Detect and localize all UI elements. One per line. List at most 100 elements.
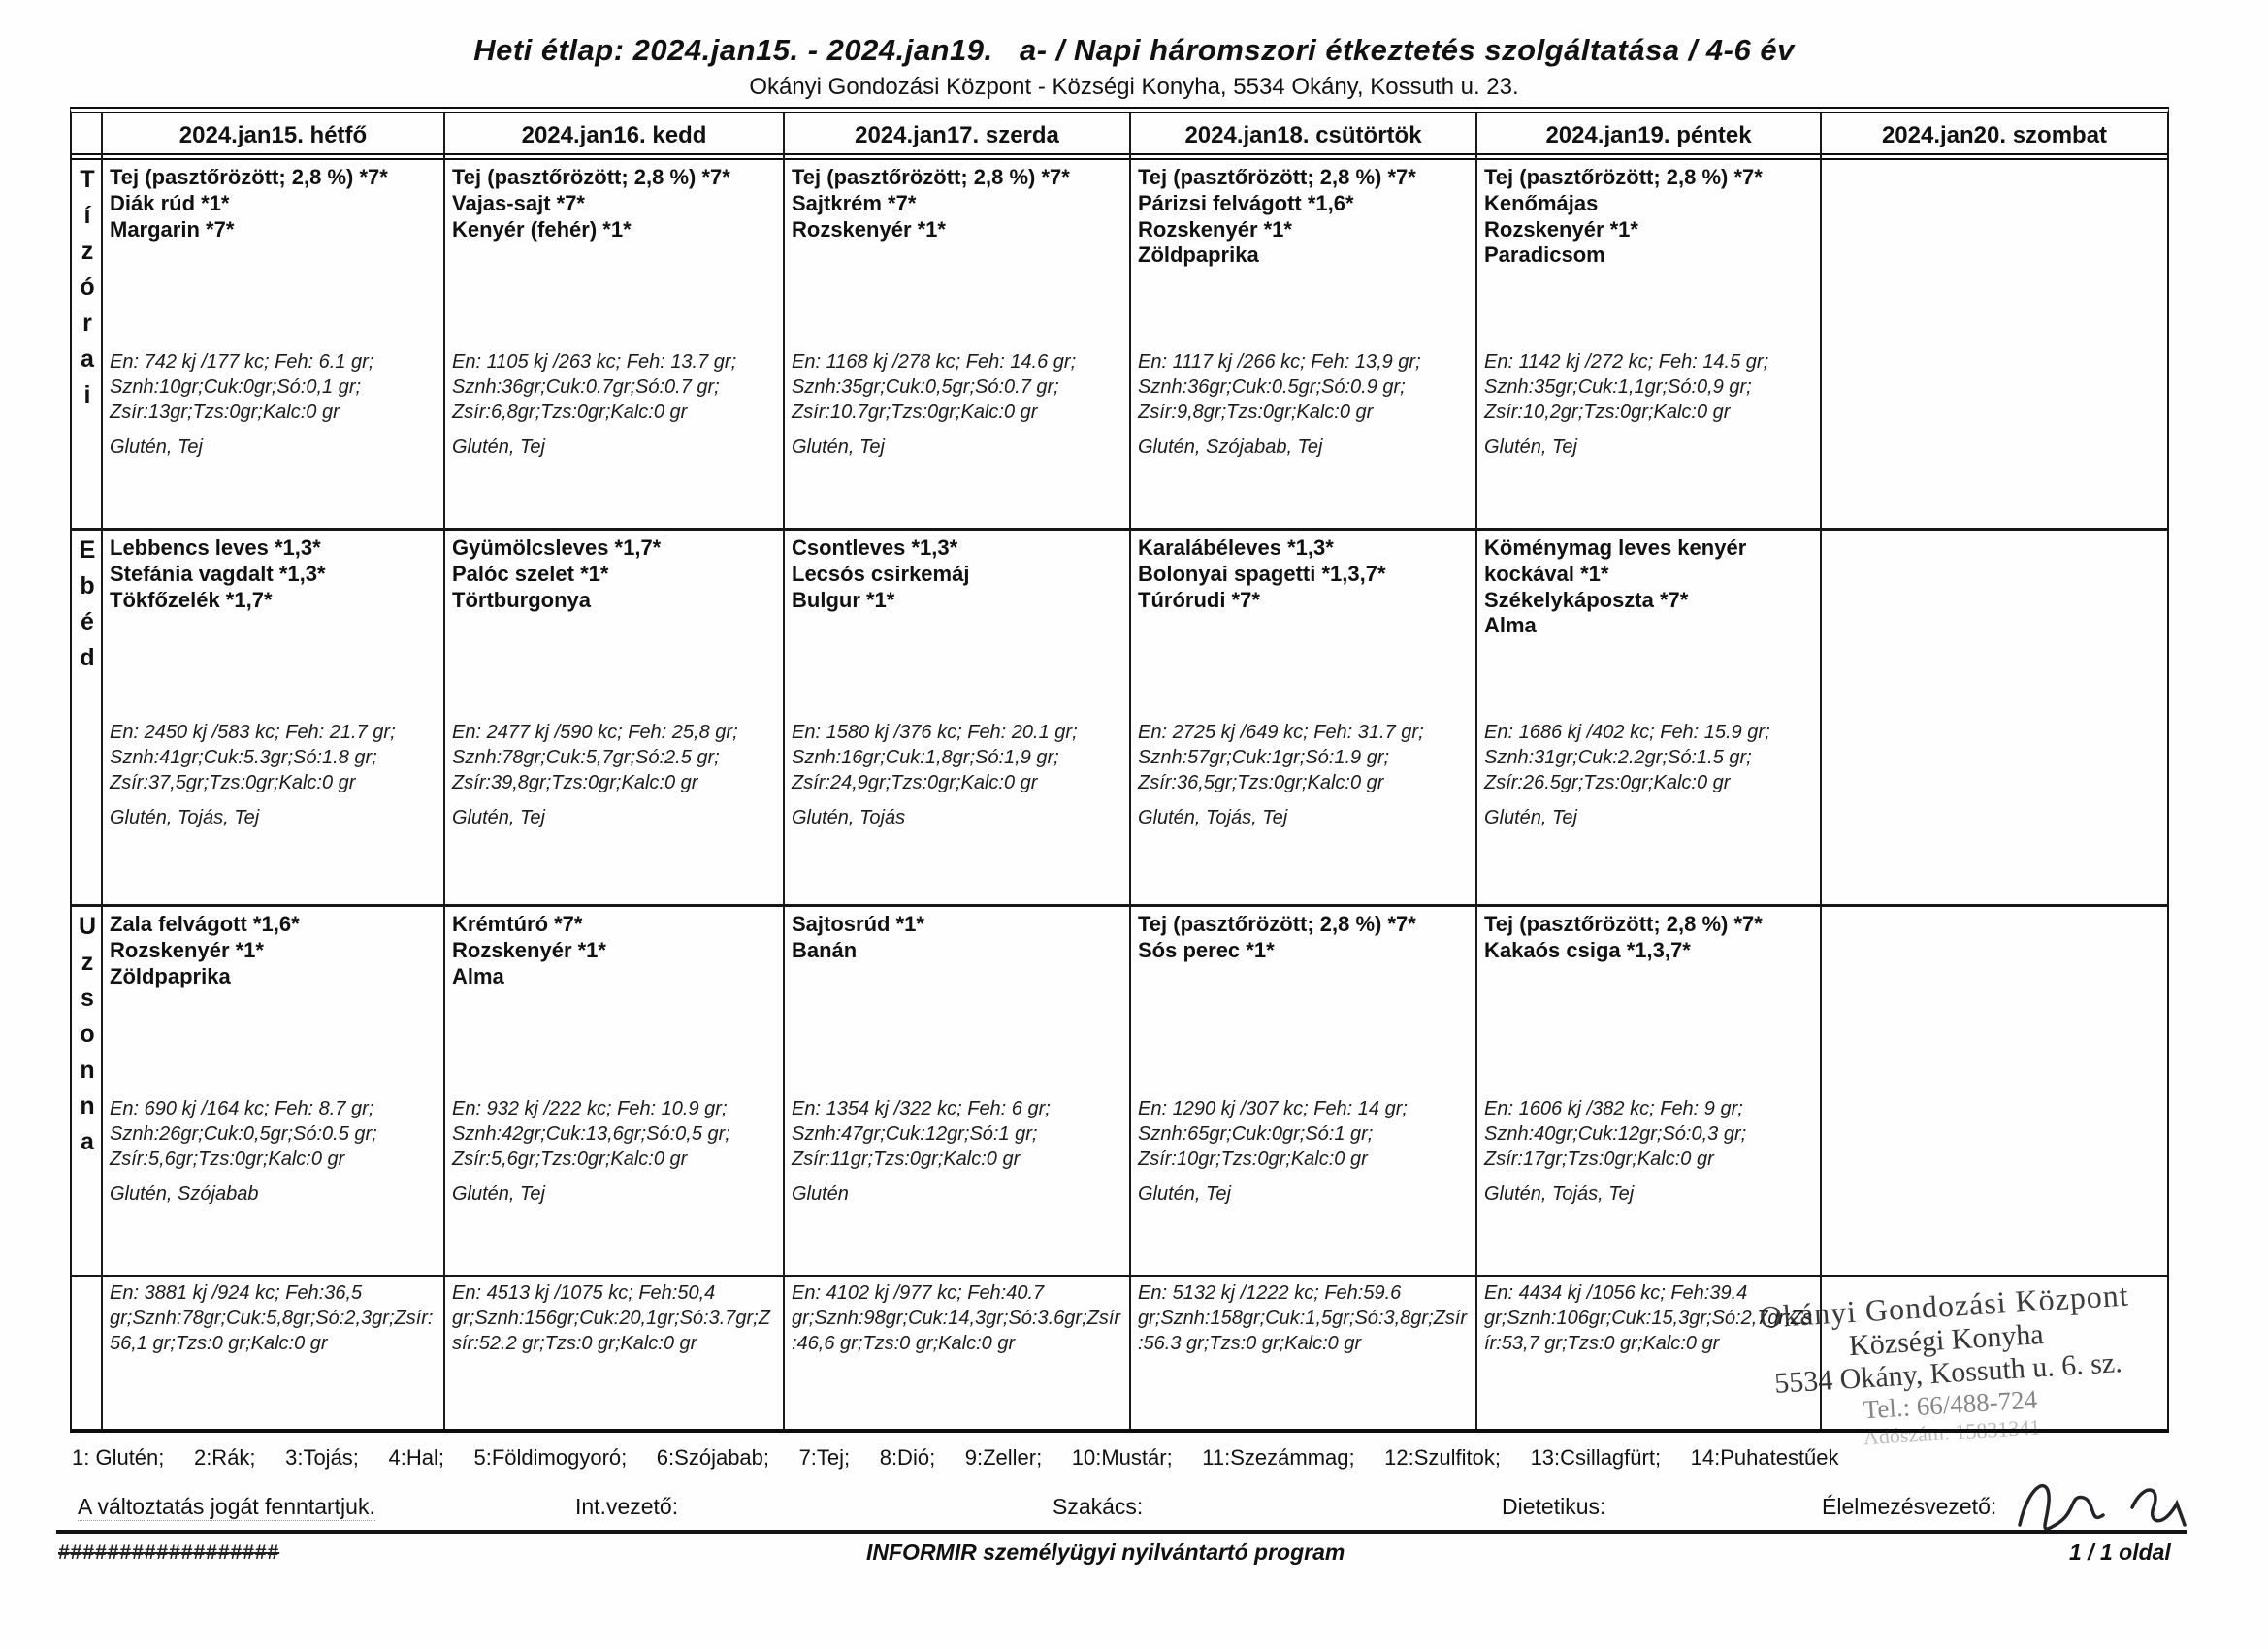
allergen-info: Glutén, Tej <box>110 436 203 458</box>
daily-total-cell-empty <box>1822 1277 2167 1423</box>
menu-items: Tej (pasztőrözött; 2,8 %) *7* Vajas-sajt… <box>452 165 730 242</box>
menu-items: Tej (pasztőrözött; 2,8 %) *7* Diák rúd *… <box>110 165 388 242</box>
row-label-tizorai: Tízórai <box>74 166 101 417</box>
allergen-info: Glutén <box>792 1183 849 1205</box>
daily-total: En: 3881 kj /924 kc; Feh:36,5 gr;Sznh:78… <box>110 1282 434 1354</box>
allergen-info: Glutén, Tej <box>792 436 885 458</box>
daily-total: En: 4102 kj /977 kc; Feh:40.7 gr;Sznh:98… <box>792 1282 1121 1354</box>
menu-table: Tízórai Ebéd Uzsonna 2024.jan15. hétfő T… <box>70 107 2169 1433</box>
nutrition-info: En: 690 kj /164 kc; Feh: 8.7 gr; Sznh:26… <box>110 1098 377 1170</box>
row-label-cell: Ebéd <box>72 531 101 907</box>
allergen-info: Glutén, Tej <box>452 436 545 458</box>
nutrition-info: En: 1168 kj /278 kc; Feh: 14.6 gr; Sznh:… <box>792 351 1077 423</box>
menu-items: Tej (pasztőrözött; 2,8 %) *7* Kakaós csi… <box>1484 912 1763 962</box>
page-title: Heti étlap: 2024.jan15. - 2024.jan19. a-… <box>473 33 1795 67</box>
meal-cell-ebed: Köménymag leves kenyér kockával *1* Szék… <box>1477 531 1820 907</box>
daily-total: En: 4513 kj /1075 kc; Feh:50,4 gr;Sznh:1… <box>452 1282 770 1354</box>
nutrition-info: En: 932 kj /222 kc; Feh: 10.9 gr; Sznh:4… <box>452 1098 730 1170</box>
signature-label-int-vezeto: Int.vezető: <box>575 1494 679 1519</box>
allergen-info: Glutén, Szójabab <box>110 1183 259 1205</box>
meal-cell-ebed: Gyümölcsleves *1,7* Palóc szelet *1* Tör… <box>445 531 783 907</box>
allergen-info: Glutén, Tej <box>1138 1183 1231 1205</box>
meal-cell-tizorai: Tej (pasztőrözött; 2,8 %) *7* Párizsi fe… <box>1131 160 1475 531</box>
meal-cell-uzsonna: Tej (pasztőrözött; 2,8 %) *7* Kakaós csi… <box>1477 907 1820 1277</box>
menu-items: Tej (pasztőrözött; 2,8 %) *7* Kenőmájas … <box>1484 165 1763 268</box>
menu-items: Karalábéleves *1,3* Bolonyai spagetti *1… <box>1138 535 1386 612</box>
nutrition-info: En: 1290 kj /307 kc; Feh: 14 gr; Sznh:65… <box>1138 1098 1408 1170</box>
signature-label-szakacs: Szakács: <box>1053 1494 1144 1519</box>
footer-page-number: 1 / 1 oldal <box>2069 1539 2171 1565</box>
nutrition-info: En: 1117 kj /266 kc; Feh: 13,9 gr; Sznh:… <box>1138 351 1421 423</box>
meal-cell-uzsonna: Tej (pasztőrözött; 2,8 %) *7* Sós perec … <box>1131 907 1475 1277</box>
allergen-info: Glutén, Szójabab, Tej <box>1138 436 1323 458</box>
nutrition-info: En: 2477 kj /590 kc; Feh: 25,8 gr; Sznh:… <box>452 722 738 793</box>
day-header: 2024.jan16. kedd <box>445 113 783 160</box>
day-header: 2024.jan18. csütörtök <box>1131 113 1475 160</box>
page-subtitle: Okányi Gondozási Központ - Községi Konyh… <box>749 74 1519 100</box>
meal-cell-tizorai: Tej (pasztőrözött; 2,8 %) *7* Diák rúd *… <box>103 160 443 531</box>
meal-cell-uzsonna: Zala felvágott *1,6* Rozskenyér *1* Zöld… <box>103 907 443 1277</box>
daily-total-cell: En: 5132 kj /1222 kc; Feh:59.6 gr;Sznh:1… <box>1131 1277 1475 1423</box>
footer-hash-marks: ################## <box>58 1541 280 1564</box>
day-header: 2024.jan19. péntek <box>1477 113 1820 160</box>
nutrition-info: En: 2450 kj /583 kc; Feh: 21.7 gr; Sznh:… <box>110 722 396 793</box>
meal-cell-tizorai: Tej (pasztőrözött; 2,8 %) *7* Vajas-sajt… <box>445 160 783 531</box>
menu-items: Zala felvágott *1,6* Rozskenyér *1* Zöld… <box>110 912 300 988</box>
rights-note: A változtatás jogát fenntartjuk. <box>78 1494 375 1521</box>
day-column-wednesday: 2024.jan17. szerda Tej (pasztőrözött; 2,… <box>783 113 1129 1429</box>
meal-cell-ebed: Csontleves *1,3* Lecsós csirkemáj Bulgur… <box>785 531 1129 907</box>
row-label-column: Tízórai Ebéd Uzsonna <box>72 113 101 1429</box>
nutrition-info: En: 1606 kj /382 kc; Feh: 9 gr; Sznh:40g… <box>1484 1098 1747 1170</box>
menu-items: Tej (pasztőrözött; 2,8 %) *7* Sós perec … <box>1138 912 1416 962</box>
allergen-info: Glutén, Tojás, Tej <box>1138 807 1288 828</box>
daily-total-cell: En: 4434 kj /1056 kc; Feh:39.4 gr;Sznh:1… <box>1477 1277 1820 1423</box>
signature-label-elelmezesvezeto: Élelmezésvezető: <box>1822 1494 1997 1519</box>
footer-divider <box>56 1530 2187 1534</box>
allergen-info: Glutén, Tojás, Tej <box>110 807 260 828</box>
day-header: 2024.jan20. szombat <box>1822 113 2167 160</box>
allergen-info: Glutén, Tojás <box>792 807 906 828</box>
allergen-legend: 1: Glutén; 2:Rák; 3:Tojás; 4:Hal; 5:Föld… <box>72 1445 1839 1470</box>
signature-handwriting <box>2018 1483 2187 1531</box>
row-label-cell-empty <box>72 1277 101 1423</box>
day-header: 2024.jan15. hétfő <box>103 113 443 160</box>
daily-total-cell: En: 4513 kj /1075 kc; Feh:50,4 gr;Sznh:1… <box>445 1277 783 1423</box>
meal-cell-ebed-empty <box>1822 531 2167 907</box>
daily-total: En: 5132 kj /1222 kc; Feh:59.6 gr;Sznh:1… <box>1138 1282 1468 1354</box>
day-header: 2024.jan17. szerda <box>785 113 1129 160</box>
meal-cell-ebed: Lebbencs leves *1,3* Stefánia vagdalt *1… <box>103 531 443 907</box>
nutrition-info: En: 1354 kj /322 kc; Feh: 6 gr; Sznh:47g… <box>792 1098 1051 1170</box>
menu-items: Sajtosrúd *1* Banán <box>792 912 924 962</box>
meal-cell-tizorai-empty <box>1822 160 2167 531</box>
row-label-cell: Uzsonna <box>72 907 101 1277</box>
daily-total-cell: En: 4102 kj /977 kc; Feh:40.7 gr;Sznh:98… <box>785 1277 1129 1423</box>
nutrition-info: En: 1142 kj /272 kc; Feh: 14.5 gr; Sznh:… <box>1484 351 1769 423</box>
allergen-info: Glutén, Tej <box>452 1183 545 1205</box>
menu-items: Tej (pasztőrözött; 2,8 %) *7* Sajtkrém *… <box>792 165 1070 242</box>
allergen-info: Glutén, Tej <box>452 807 545 828</box>
nutrition-info: En: 1686 kj /402 kc; Feh: 15.9 gr; Sznh:… <box>1484 722 1770 793</box>
menu-items: Csontleves *1,3* Lecsós csirkemáj Bulgur… <box>792 535 970 612</box>
footer-program-name: INFORMIR személyügyi nyilvántartó progra… <box>866 1539 1345 1565</box>
meal-cell-ebed: Karalábéleves *1,3* Bolonyai spagetti *1… <box>1131 531 1475 907</box>
allergen-info: Glutén, Tojás, Tej <box>1484 1183 1635 1205</box>
meal-cell-tizorai: Tej (pasztőrözött; 2,8 %) *7* Kenőmájas … <box>1477 160 1820 531</box>
allergen-info: Glutén, Tej <box>1484 807 1577 828</box>
row-label-ebed: Ebéd <box>74 536 101 680</box>
menu-items: Krémtúró *7* Rozskenyér *1* Alma <box>452 912 606 988</box>
day-column-thursday: 2024.jan18. csütörtök Tej (pasztőrözött;… <box>1129 113 1475 1429</box>
meal-cell-tizorai: Tej (pasztőrözött; 2,8 %) *7* Sajtkrém *… <box>785 160 1129 531</box>
daily-total-cell: En: 3881 kj /924 kc; Feh:36,5 gr;Sznh:78… <box>103 1277 443 1423</box>
nutrition-info: En: 1105 kj /263 kc; Feh: 13.7 gr; Sznh:… <box>452 351 737 423</box>
daily-total: En: 4434 kj /1056 kc; Feh:39.4 gr;Sznh:1… <box>1484 1282 1812 1354</box>
meal-cell-uzsonna: Sajtosrúd *1* Banán En: 1354 kj /322 kc;… <box>785 907 1129 1277</box>
meal-cell-uzsonna-empty <box>1822 907 2167 1277</box>
menu-items: Köménymag leves kenyér kockával *1* Szék… <box>1484 535 1747 638</box>
allergen-info: Glutén, Tej <box>1484 436 1577 458</box>
row-label-cell: Tízórai <box>72 160 101 531</box>
day-column-tuesday: 2024.jan16. kedd Tej (pasztőrözött; 2,8 … <box>443 113 783 1429</box>
day-column-friday: 2024.jan19. péntek Tej (pasztőrözött; 2,… <box>1475 113 1820 1429</box>
meal-cell-uzsonna: Krémtúró *7* Rozskenyér *1* Alma En: 932… <box>445 907 783 1277</box>
nutrition-info: En: 1580 kj /376 kc; Feh: 20.1 gr; Sznh:… <box>792 722 1078 793</box>
